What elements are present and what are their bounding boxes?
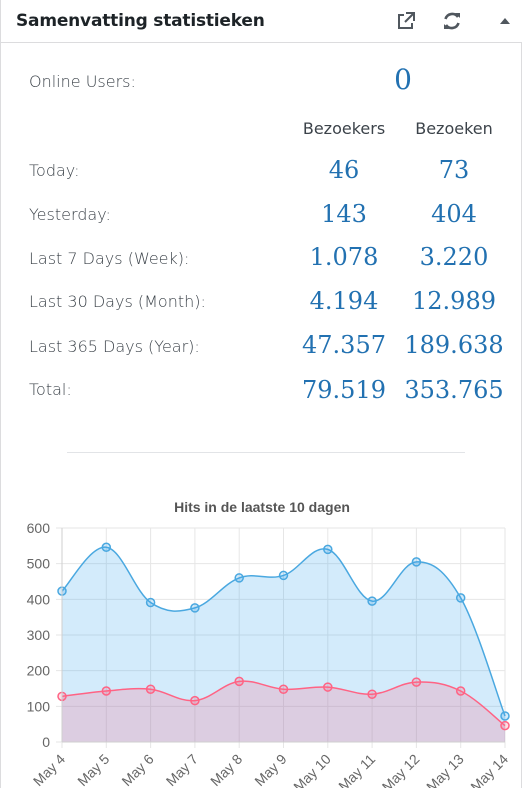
- column-header-visitors: Bezoekers: [302, 119, 386, 138]
- chart-title: Hits in de laatste 10 dagen: [174, 499, 350, 515]
- y-tick-label: 500: [27, 556, 51, 572]
- visits-value: 12.989: [412, 287, 496, 315]
- visitors-value: 47.357: [302, 331, 386, 359]
- x-tick-label: May 4: [30, 751, 68, 788]
- visits-value: 73: [438, 156, 470, 184]
- widget-header: Samenvatting statistieken: [1, 0, 522, 43]
- y-tick-label: 100: [27, 698, 51, 714]
- visits-value: 404: [431, 200, 477, 228]
- x-tick-label: May 12: [379, 751, 423, 788]
- data-point-visits: [278, 570, 289, 581]
- x-tick-label: May 13: [423, 751, 467, 788]
- row-label: Today:: [29, 161, 80, 180]
- online-users-label: Online Users:: [29, 72, 136, 91]
- data-point-visits: [145, 597, 156, 608]
- section-divider: [67, 452, 465, 453]
- online-users-value: 0: [394, 63, 412, 96]
- data-point-visits: [101, 542, 112, 553]
- x-tick-label: May 7: [163, 751, 201, 788]
- visitors-value: 46: [328, 156, 360, 184]
- visits-value: 3.220: [419, 243, 489, 271]
- row-label: Total:: [29, 380, 72, 399]
- data-point-visitors: [367, 689, 377, 699]
- data-point-visitors: [323, 682, 333, 692]
- data-point-visits: [190, 603, 200, 613]
- row-label: Last 30 Days (Month):: [29, 292, 206, 311]
- data-point-visitors: [101, 686, 112, 696]
- visitors-value: 4.194: [309, 287, 379, 315]
- y-tick-label: 0: [42, 734, 50, 750]
- column-header-visits: Bezoeken: [415, 119, 493, 138]
- y-tick-label: 300: [27, 627, 51, 643]
- data-point-visitors: [145, 684, 156, 694]
- x-tick-label: May 5: [74, 751, 112, 788]
- data-point-visitors: [278, 684, 289, 694]
- data-point-visits: [367, 596, 377, 606]
- row-label: Last 7 Days (Week):: [29, 249, 190, 268]
- series-line-visitors: [61, 680, 506, 727]
- visits-value: 353.765: [404, 376, 504, 404]
- x-tick-label: May 11: [335, 751, 378, 788]
- collapse-arrow-icon[interactable]: [497, 10, 513, 32]
- data-point-visits: [411, 557, 422, 567]
- x-tick-label: May 6: [118, 751, 156, 788]
- x-tick-label: May 8: [207, 751, 245, 788]
- row-label: Last 365 Days (Year):: [29, 337, 200, 356]
- widget-title: Samenvatting statistieken: [16, 11, 265, 31]
- visitors-value: 143: [321, 200, 367, 228]
- y-tick-label: 200: [27, 663, 51, 679]
- series-area-visitors: [62, 681, 505, 742]
- row-label: Yesterday:: [29, 205, 111, 224]
- visitors-value: 79.519: [302, 376, 386, 404]
- data-point-visitors: [455, 686, 466, 696]
- x-tick-label: May 14: [467, 751, 511, 788]
- x-tick-label: May 9: [251, 751, 289, 788]
- data-point-visitors: [500, 720, 510, 731]
- external-link-icon[interactable]: [395, 10, 417, 32]
- data-point-visits: [234, 573, 244, 583]
- data-point-visits: [323, 544, 333, 555]
- series-area-visits: [62, 547, 505, 742]
- data-point-visits: [455, 593, 466, 603]
- y-tick-label: 400: [27, 591, 51, 607]
- y-tick-label: 600: [27, 520, 51, 536]
- data-point-visitors: [57, 691, 67, 702]
- series-line-visits: [61, 546, 506, 717]
- data-point-visits: [57, 586, 67, 596]
- data-point-visitors: [190, 695, 200, 706]
- data-point-visitors: [411, 677, 422, 687]
- refresh-icon[interactable]: [441, 10, 463, 32]
- visits-value: 189.638: [404, 331, 504, 359]
- data-point-visits: [500, 711, 510, 721]
- visitors-value: 1.078: [309, 243, 379, 271]
- x-tick-label: May 10: [290, 751, 334, 788]
- data-point-visitors: [234, 676, 244, 687]
